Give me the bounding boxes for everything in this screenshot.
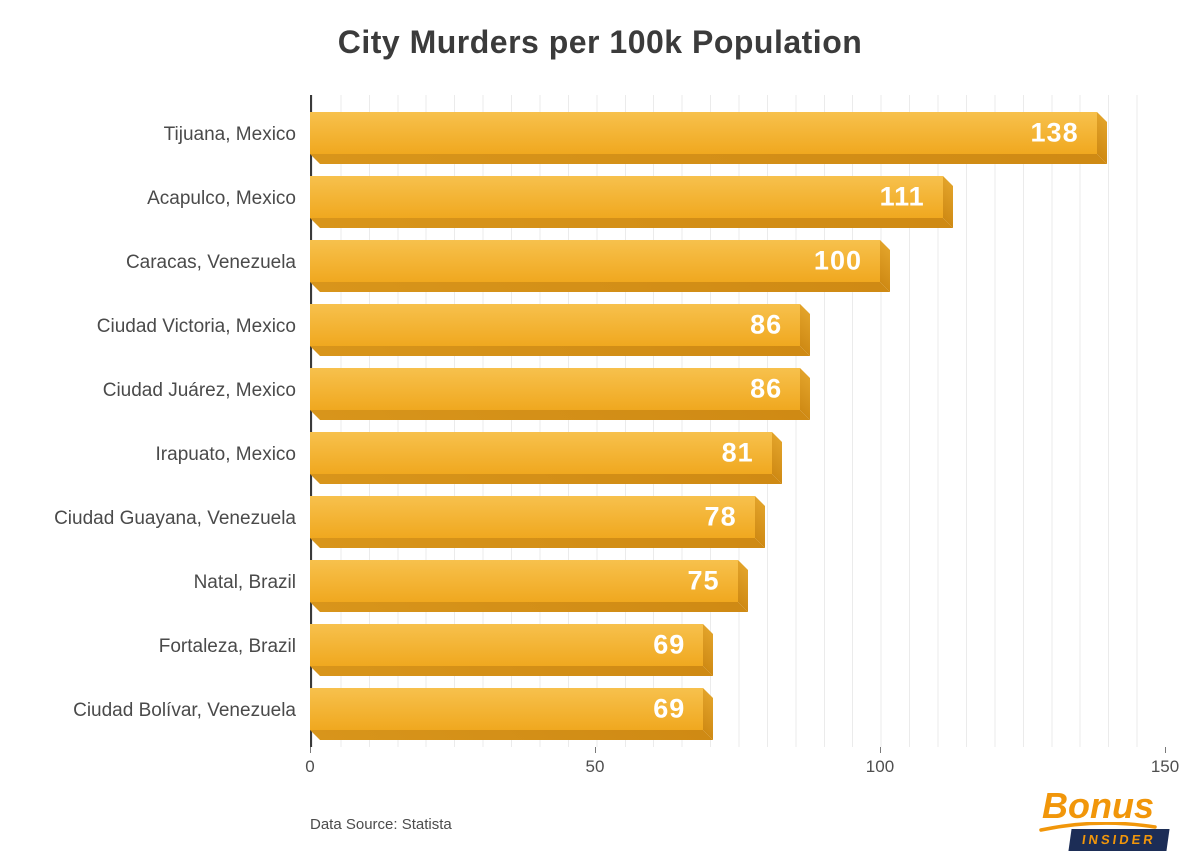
bar-area: 138 (310, 107, 1165, 171)
chart-row: Fortaleza, Brazil 69 (0, 619, 1165, 683)
bar: 69 (310, 624, 714, 676)
bar-area: 81 (310, 427, 1165, 491)
bar: 86 (310, 368, 811, 420)
chart-title: City Murders per 100k Population (337, 24, 863, 60)
value-label: 69 (653, 693, 686, 724)
bar: 86 (310, 304, 811, 356)
value-label: 81 (721, 437, 754, 468)
bar-area: 100 (310, 235, 1165, 299)
logo-bonus-text: Bonus (1042, 785, 1154, 826)
value-label: 75 (687, 565, 720, 596)
category-label: Irapuato, Mexico (155, 444, 296, 465)
x-tick-mark (594, 747, 596, 753)
bar: 111 (310, 176, 953, 228)
chart-row: Ciudad Juárez, Mexico 86 (0, 363, 1165, 427)
category-label: Tijuana, Mexico (163, 124, 296, 145)
bar-area: 75 (310, 555, 1165, 619)
category-label: Ciudad Juárez, Mexico (102, 380, 296, 401)
chart-row: Tijuana, Mexico 138 (0, 107, 1165, 171)
bar-area: 86 (310, 363, 1165, 427)
bar: 78 (310, 496, 765, 548)
bar: 75 (310, 560, 748, 612)
value-label: 69 (653, 629, 686, 660)
x-tick-mark (1165, 747, 1166, 753)
bar-bottom-face (310, 218, 953, 228)
bar: 81 (310, 432, 782, 484)
chart-row: Ciudad Victoria, Mexico 86 (0, 299, 1165, 363)
x-tick-label: 0 (305, 757, 315, 776)
chart-row: Caracas, Venezuela 100 (0, 235, 1165, 299)
value-label: 86 (750, 309, 783, 340)
bar: 100 (310, 240, 890, 292)
bar-bottom-face (310, 602, 748, 612)
bar-area: 111 (310, 171, 1165, 235)
category-label: Ciudad Bolívar, Venezuela (73, 700, 296, 721)
chart-row: Ciudad Bolívar, Venezuela 69 (0, 683, 1165, 747)
bar-bottom-face (310, 154, 1107, 164)
x-tick-label: 100 (865, 757, 895, 776)
logo-swoosh-icon (1039, 822, 1157, 832)
value-label: 100 (813, 245, 862, 276)
value-label: 138 (1030, 117, 1079, 148)
value-label: 111 (879, 181, 925, 212)
bar-bottom-face (310, 730, 714, 740)
x-axis: 0 50 100 150 (305, 747, 1179, 787)
chart-row: Ciudad Guayana, Venezuela 78 (0, 491, 1165, 555)
value-label: 78 (704, 501, 737, 532)
value-label: 86 (750, 373, 783, 404)
category-label: Caracas, Venezuela (125, 252, 296, 273)
bar-bottom-face (310, 538, 765, 548)
logo-insider-text: INSIDER (1068, 829, 1170, 851)
x-tick-mark (310, 747, 311, 753)
chart-row: Natal, Brazil 75 (0, 555, 1165, 619)
bar: 69 (310, 688, 714, 740)
category-label: Natal, Brazil (193, 572, 296, 593)
category-label: Ciudad Guayana, Venezuela (54, 508, 296, 529)
bar-bottom-face (310, 474, 782, 484)
x-tick-label: 150 (1150, 757, 1180, 776)
bar-bottom-face (310, 666, 714, 676)
category-label: Acapulco, Mexico (147, 188, 296, 209)
bar-area: 86 (310, 299, 1165, 363)
x-tick-label: 50 (585, 757, 605, 776)
bar-area: 69 (310, 683, 1165, 747)
category-label: Fortaleza, Brazil (158, 636, 296, 657)
category-label: Ciudad Victoria, Mexico (96, 316, 296, 337)
chart-row: Irapuato, Mexico 81 (0, 427, 1165, 491)
bar: 138 (310, 112, 1107, 164)
chart-row: Acapulco, Mexico 111 (0, 171, 1165, 235)
bar-bottom-face (310, 282, 890, 292)
bar-bottom-face (310, 410, 811, 420)
source-note: Data Source: Statista (310, 816, 452, 833)
bar-area: 78 (310, 491, 1165, 555)
brand-logo: Bonus INSIDER (1028, 785, 1170, 851)
bar-bottom-face (310, 346, 811, 356)
bar-area: 69 (310, 619, 1165, 683)
chart-rows: Tijuana, Mexico 138 Acapulco, Mexico 111 Car… (0, 95, 1165, 747)
x-tick-mark (879, 747, 881, 753)
